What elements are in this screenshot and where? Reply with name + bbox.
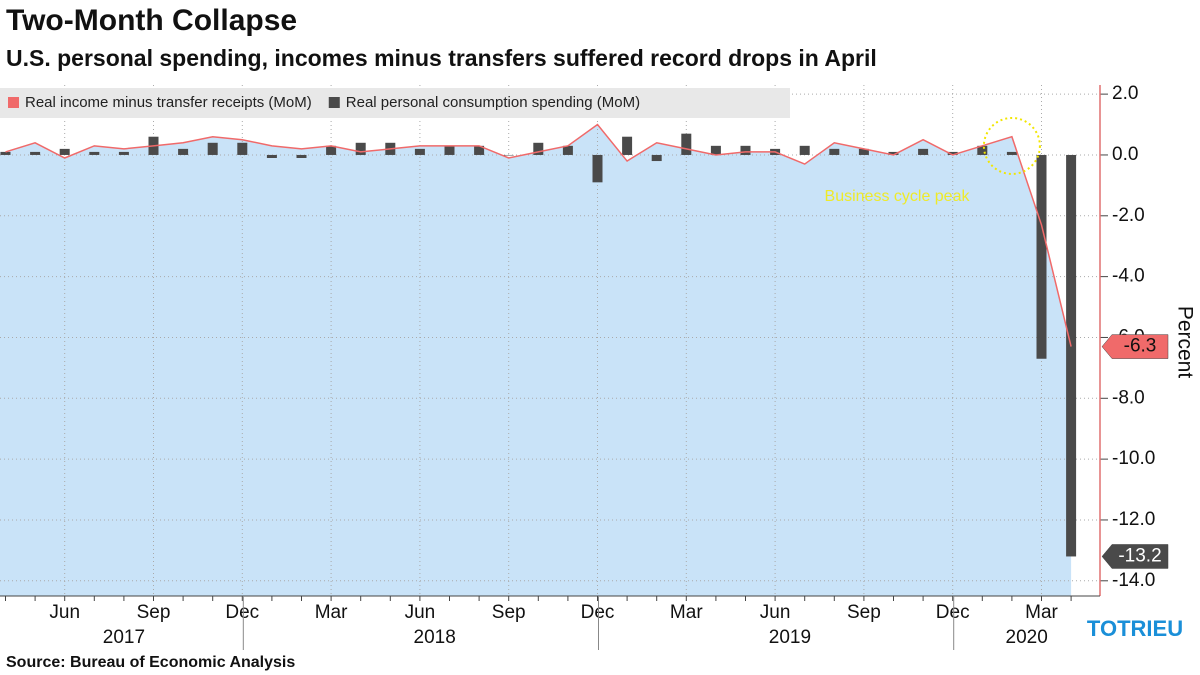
bar	[799, 145, 810, 155]
legend-label: Real personal consumption spending (MoM)	[346, 94, 640, 111]
year-label: 2018	[414, 627, 456, 648]
bar	[622, 136, 633, 155]
bar	[355, 142, 366, 155]
year-label: 2017	[103, 627, 145, 648]
year-label: 2020	[1006, 627, 1048, 648]
bar	[59, 148, 70, 155]
x-tick-label: Dec	[225, 602, 259, 623]
bar	[1036, 154, 1047, 359]
bar	[888, 151, 899, 155]
value-label: -13.2	[1118, 545, 1161, 566]
bar	[977, 145, 988, 155]
x-tick-label: Jun	[760, 602, 791, 623]
area	[0, 124, 1072, 597]
bar	[858, 148, 869, 155]
annotation: Business cycle peak	[825, 188, 971, 205]
logo: TOTRIEU	[1087, 616, 1183, 641]
x-tick-label: Mar	[315, 602, 348, 623]
bar	[178, 148, 189, 155]
x-tick-label: Jun	[49, 602, 80, 623]
source: Source: Bureau of Economic Analysis	[6, 654, 295, 671]
y-tick-label: -8.0	[1112, 387, 1145, 408]
bar	[237, 142, 248, 155]
line	[5, 123, 1072, 347]
x-tick-label: Dec	[936, 602, 970, 623]
bar	[533, 142, 544, 155]
value-tag	[1101, 544, 1169, 569]
value-label: -6.3	[1124, 336, 1157, 357]
bar	[89, 151, 100, 155]
x-tick-label: Sep	[137, 602, 171, 623]
x-tick-label: Sep	[847, 602, 881, 623]
y-tick-label: -10.0	[1112, 448, 1155, 469]
bar	[266, 154, 277, 158]
y-tick-label: -2.0	[1112, 205, 1145, 226]
x-tick-label: Dec	[581, 602, 615, 623]
annotation-circle	[982, 116, 1041, 175]
x-tick-label: Sep	[492, 602, 526, 623]
x-tick-label: Jun	[405, 602, 436, 623]
bar	[1006, 151, 1017, 155]
bar	[918, 148, 929, 155]
bar	[829, 148, 840, 155]
bar	[592, 154, 603, 183]
bar	[947, 151, 958, 155]
y-axis-label: Percent	[1173, 306, 1196, 379]
legend-swatch	[328, 97, 340, 108]
bar	[562, 145, 573, 155]
y-tick-label: -4.0	[1112, 266, 1145, 287]
y-tick-label: 0.0	[1112, 144, 1138, 165]
bar	[414, 148, 425, 155]
legend-label: Real income minus transfer receipts (MoM…	[25, 94, 312, 111]
y-tick-label: -12.0	[1112, 509, 1155, 530]
plot-area	[0, 85, 1100, 597]
bar	[474, 145, 485, 155]
bar	[503, 154, 514, 156]
bar	[444, 145, 455, 155]
bar	[681, 133, 692, 155]
bar	[651, 154, 662, 162]
legend-background	[0, 88, 790, 118]
x-tick-label: Mar	[670, 602, 703, 623]
y-tick-label: 2.0	[1112, 83, 1138, 104]
y-tick-label: -14.0	[1112, 570, 1155, 591]
value-tag	[1101, 334, 1169, 359]
bar	[326, 145, 337, 155]
bar	[118, 151, 129, 155]
legend-swatch	[8, 97, 19, 108]
bar	[1066, 154, 1077, 557]
bar	[30, 151, 41, 155]
chart-subtitle: U.S. personal spending, incomes minus tr…	[6, 45, 877, 71]
bar	[296, 154, 307, 158]
bar	[710, 145, 721, 155]
year-label: 2019	[769, 627, 811, 648]
bar	[740, 145, 751, 155]
chart-title: Two-Month Collapse	[6, 4, 297, 37]
bar	[207, 142, 218, 155]
x-tick-label: Mar	[1025, 602, 1058, 623]
bar	[0, 151, 11, 155]
